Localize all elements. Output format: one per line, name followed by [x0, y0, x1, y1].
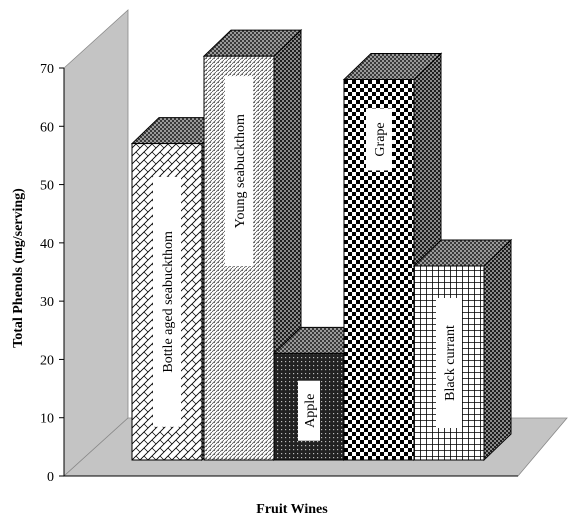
y-tick-label: 30 — [40, 295, 54, 310]
bar-label-box — [366, 108, 392, 171]
y-tick-label: 10 — [40, 412, 54, 427]
bar-label-box — [153, 176, 181, 427]
y-tick-label: 50 — [40, 179, 54, 194]
bars: Bottle aged seabuckthom Young seabuckthom… — [130, 28, 513, 462]
y-axis-label: Total Phenols (mg/serving) — [11, 188, 26, 348]
bar-4: Black currant — [412, 238, 513, 462]
bar-label: Grape — [373, 122, 388, 156]
y-ticks: 0 10 20 30 40 50 60 70 — [40, 62, 64, 485]
back-wall — [63, 9, 129, 477]
bar-label: Apple — [303, 394, 318, 428]
bar-label-box — [225, 76, 253, 267]
bar-side-face — [483, 238, 512, 462]
y-tick-label: 70 — [40, 62, 54, 77]
y-tick-label: 40 — [40, 237, 54, 252]
y-tick-label: 60 — [40, 120, 54, 135]
bar-label: Bottle aged seabuckthom — [161, 231, 176, 373]
y-tick-label: 0 — [47, 470, 54, 485]
bar-label-box — [298, 380, 320, 441]
bar-1: Young seabuckthom — [202, 28, 303, 462]
bar-label: Black currant — [443, 325, 458, 401]
y-tick-label: 20 — [40, 353, 54, 368]
bar-label: Young seabuckthom — [233, 114, 248, 228]
x-axis-label: Fruit Wines — [256, 502, 328, 517]
bar-label-box — [436, 298, 462, 428]
